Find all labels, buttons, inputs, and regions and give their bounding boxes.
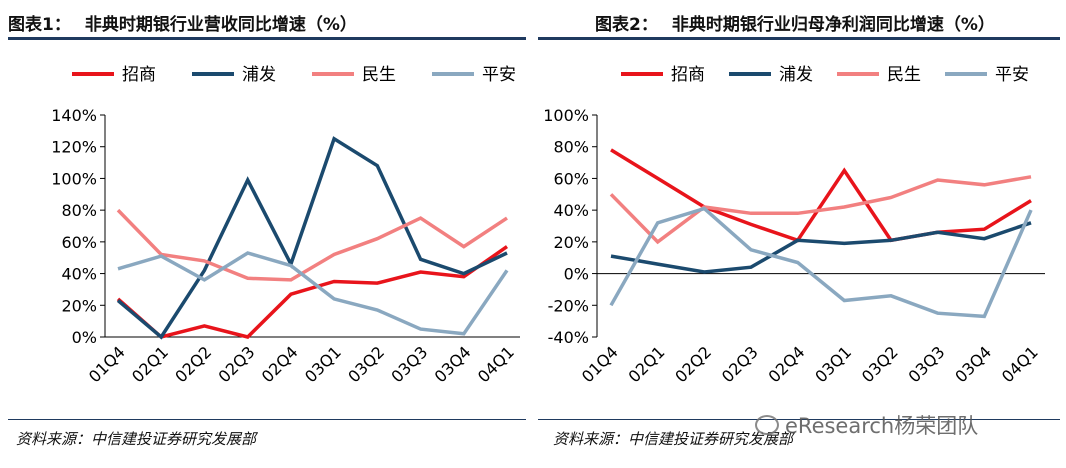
revenue-growth-chart: 招商 浦发 民生 平安0%20%40%60%80%100%120%140%01Q4 02… (51, 65, 520, 386)
bottom-rule (8, 419, 526, 420)
x-tick-label: 03Q2 (858, 342, 902, 386)
source-note: 资料来源：中信建投证券研究发展部 (16, 430, 257, 448)
series-line-1 (116, 245, 509, 339)
title-rule (538, 37, 1060, 40)
x-tick-label: 04Q1 (474, 342, 518, 386)
y-tick-label: 0% (564, 265, 589, 284)
wechat-icon (755, 415, 779, 435)
x-tick-label: 03Q3 (905, 342, 949, 386)
y-tick-label: 40% (553, 201, 589, 220)
x-tick-label: 03Q4 (951, 342, 995, 386)
x-tick-label: 02Q4 (258, 342, 302, 386)
x-tick-label: 03Q1 (811, 342, 855, 386)
legend-label-2: 浦发 (242, 65, 276, 85)
x-tick-label: 01Q4 (85, 342, 129, 386)
legend-label-1: 招商 (122, 65, 156, 85)
x-tick-label: 01Q4 (578, 342, 622, 386)
series-line-4 (609, 206, 1033, 319)
series-line-3 (116, 208, 508, 282)
chart-title-text: 非典时期银行业营收同比增速（%） (84, 15, 357, 35)
chart-panel-net-profit: 图表2： 非典时期银行业归母净利润同比增速（%） 招商 浦发 民生 平安 -40% -20%… (533, 0, 1066, 468)
x-tick-label: 02Q3 (215, 342, 259, 386)
chart-title-text: 非典时期银行业归母净利润同比增速（%） (671, 15, 995, 35)
y-tick-label: 100% (51, 169, 97, 188)
x-tick-label: 02Q1 (625, 342, 669, 386)
x-tick-label: 03Q1 (301, 342, 345, 386)
y-tick-label: 0% (72, 328, 97, 347)
chart-title: 图表2： 非典时期银行业归母净利润同比增速（%） (595, 10, 995, 35)
series-line-2 (116, 136, 508, 340)
title-rule (8, 37, 526, 40)
chart-title-number: 图表1： (8, 15, 71, 35)
y-tick-label: 80% (553, 138, 589, 157)
series-line-4 (117, 251, 509, 336)
x-tick-label: 02Q3 (718, 342, 762, 386)
y-tick-label: 20% (61, 296, 97, 315)
y-tick-label: 140% (51, 106, 97, 125)
net-profit-growth-chart: 招商 浦发 民生 平安-40%-20%0%20%40%60%80%100%01Q4 02… (543, 65, 1045, 386)
bottom-rule (538, 419, 1060, 420)
y-tick-label: -20% (548, 296, 589, 315)
legend-label-3: 民生 (887, 65, 921, 85)
x-tick-label: 03Q2 (344, 342, 388, 386)
x-tick-label: 02Q2 (171, 342, 215, 386)
watermark-text: eResearch杨荣团队 (785, 414, 979, 438)
x-tick-label: 02Q4 (765, 342, 809, 386)
y-tick-label: 80% (61, 201, 97, 220)
y-tick-label: -40% (548, 328, 589, 347)
y-tick-label: 120% (51, 138, 97, 157)
y-tick-label: 60% (553, 169, 589, 188)
x-tick-label: 04Q1 (998, 342, 1042, 386)
y-tick-label: 20% (553, 233, 589, 252)
watermark: eResearch杨荣团队 (755, 410, 978, 440)
x-tick-label: 03Q4 (431, 342, 475, 386)
legend-label-2: 浦发 (779, 65, 813, 85)
chart-title: 图表1： 非典时期银行业营收同比增速（%） (8, 10, 357, 35)
y-tick-label: 100% (543, 106, 589, 125)
legend-label-4: 平安 (482, 65, 516, 85)
source-note: 资料来源：中信建投证券研究发展部 (553, 430, 794, 448)
legend-label-3: 民生 (362, 65, 396, 85)
legend-label-1: 招商 (671, 65, 705, 85)
x-tick-label: 03Q3 (387, 342, 431, 386)
y-tick-label: 40% (61, 265, 97, 284)
chart-panel-revenue: 图表1： 非典时期银行业营收同比增速（%） 招商 浦发 民生 平安 0% 20% 40% 60%… (8, 10, 526, 448)
series-line-2 (610, 221, 1032, 274)
x-tick-label: 02Q1 (128, 342, 172, 386)
x-tick-label: 02Q2 (671, 342, 715, 386)
y-tick-label: 60% (61, 233, 97, 252)
chart-title-number: 图表2： (595, 15, 658, 35)
series-line-3 (609, 175, 1032, 245)
legend-label-4: 平安 (995, 65, 1029, 85)
series-line-1 (610, 148, 1032, 243)
